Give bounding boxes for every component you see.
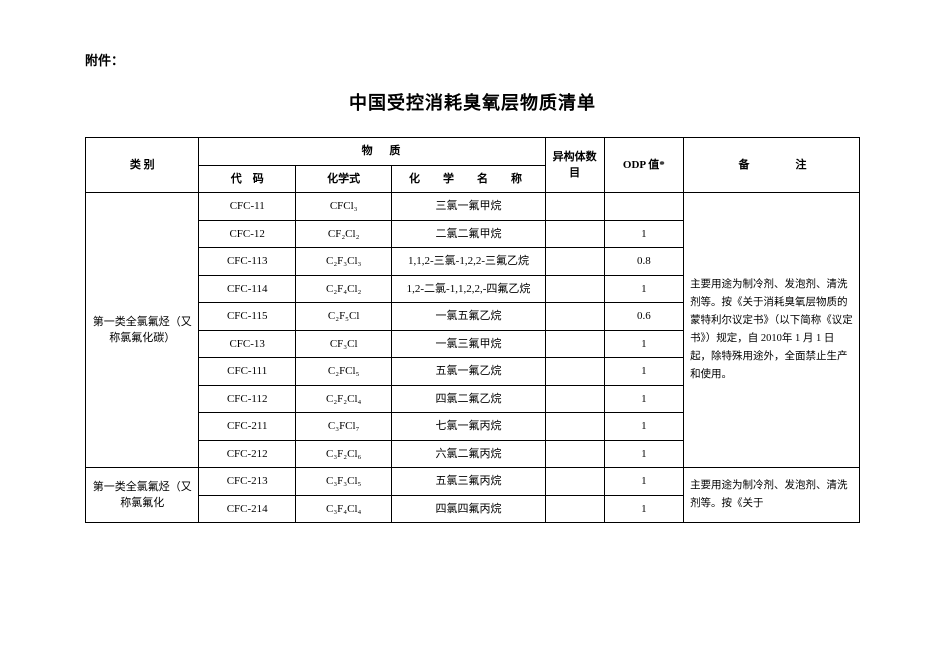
code-cell: CFC-113 <box>199 248 295 276</box>
isomer-cell <box>545 385 604 413</box>
chemname-cell: 1,1,2-三氯-1,2,2-三氟乙烷 <box>392 248 545 276</box>
code-cell: CFC-214 <box>199 495 295 523</box>
odp-cell: 1 <box>604 385 683 413</box>
formula-cell: C₂F₂Cl₄ <box>295 385 391 413</box>
odp-cell: 1 <box>604 440 683 468</box>
code-cell: CFC-12 <box>199 220 295 248</box>
odp-cell: 1 <box>604 220 683 248</box>
code-cell: CFC-213 <box>199 468 295 496</box>
code-cell: CFC-115 <box>199 303 295 331</box>
isomer-cell <box>545 220 604 248</box>
chemname-cell: 一氯五氟乙烷 <box>392 303 545 331</box>
header-isomer: 异构体数目 <box>545 138 604 193</box>
formula-cell: C₃FCl₇ <box>295 413 391 441</box>
chemname-cell: 六氯二氟丙烷 <box>392 440 545 468</box>
isomer-cell <box>545 248 604 276</box>
formula-cell: C₂FCl₅ <box>295 358 391 386</box>
header-chemname: 化 学 名 称 <box>392 165 545 193</box>
isomer-cell <box>545 193 604 221</box>
formula-cell: C₃F₃Cl₅ <box>295 468 391 496</box>
odp-cell: 1 <box>604 468 683 496</box>
chemname-cell: 1,2-二氯-1,1,2,2,-四氟乙烷 <box>392 275 545 303</box>
category-cell: 第一类全氯氟烃（又称氯氟化碳） <box>86 193 199 468</box>
odp-cell: 1 <box>604 275 683 303</box>
formula-cell: C₂F₅Cl <box>295 303 391 331</box>
chemname-cell: 七氯一氟丙烷 <box>392 413 545 441</box>
odp-cell: 1 <box>604 413 683 441</box>
formula-cell: CFCl₃ <box>295 193 391 221</box>
chemname-cell: 一氯三氟甲烷 <box>392 330 545 358</box>
header-substance: 物 质 <box>199 138 545 166</box>
code-cell: CFC-114 <box>199 275 295 303</box>
substance-table: 类 别 物 质 异构体数目 ODP 值* 备 注 代 码 化学式 化 学 名 称… <box>85 137 860 523</box>
isomer-cell <box>545 330 604 358</box>
chemname-cell: 四氯四氟丙烷 <box>392 495 545 523</box>
remark-cell: 主要用途为制冷剂、发泡剂、清洗剂等。按《关于 <box>684 468 860 523</box>
formula-cell: C₃F₂Cl₆ <box>295 440 391 468</box>
chemname-cell: 五氯一氟乙烷 <box>392 358 545 386</box>
category-cell: 第一类全氯氟烃（又称氯氟化 <box>86 468 199 523</box>
isomer-cell <box>545 303 604 331</box>
formula-cell: CF₃Cl <box>295 330 391 358</box>
code-cell: CFC-212 <box>199 440 295 468</box>
chemname-cell: 四氯二氟乙烷 <box>392 385 545 413</box>
formula-cell: C₃F₄Cl₄ <box>295 495 391 523</box>
odp-cell: 0.8 <box>604 248 683 276</box>
odp-cell: 1 <box>604 330 683 358</box>
code-cell: CFC-13 <box>199 330 295 358</box>
formula-cell: C₂F₄Cl₂ <box>295 275 391 303</box>
header-category: 类 别 <box>86 138 199 193</box>
header-row-1: 类 别 物 质 异构体数目 ODP 值* 备 注 <box>86 138 860 166</box>
table-row: 第一类全氯氟烃（又称氯氟化碳）CFC-11CFCl₃三氯一氟甲烷主要用途为制冷剂… <box>86 193 860 221</box>
chemname-cell: 三氯一氟甲烷 <box>392 193 545 221</box>
isomer-cell <box>545 468 604 496</box>
attachment-label: 附件： <box>85 50 860 69</box>
header-odp: ODP 值* <box>604 138 683 193</box>
isomer-cell <box>545 275 604 303</box>
code-cell: CFC-112 <box>199 385 295 413</box>
formula-cell: C₂F₃Cl₃ <box>295 248 391 276</box>
code-cell: CFC-111 <box>199 358 295 386</box>
code-cell: CFC-11 <box>199 193 295 221</box>
formula-cell: CF₂Cl₂ <box>295 220 391 248</box>
chemname-cell: 二氯二氟甲烷 <box>392 220 545 248</box>
header-code: 代 码 <box>199 165 295 193</box>
isomer-cell <box>545 495 604 523</box>
remark-cell: 主要用途为制冷剂、发泡剂、清洗剂等。按《关于消耗臭氧层物质的蒙特利尔议定书》（以… <box>684 193 860 468</box>
header-remark: 备 注 <box>684 138 860 193</box>
isomer-cell <box>545 440 604 468</box>
table-row: 第一类全氯氟烃（又称氯氟化CFC-213C₃F₃Cl₅五氯三氟丙烷1主要用途为制… <box>86 468 860 496</box>
odp-cell: 1 <box>604 495 683 523</box>
isomer-cell <box>545 413 604 441</box>
odp-cell: 0.6 <box>604 303 683 331</box>
header-substance-right: 质 <box>389 145 400 157</box>
header-formula: 化学式 <box>295 165 391 193</box>
isomer-cell <box>545 358 604 386</box>
odp-cell: 1 <box>604 358 683 386</box>
chemname-cell: 五氯三氟丙烷 <box>392 468 545 496</box>
table-body: 第一类全氯氟烃（又称氯氟化碳）CFC-11CFCl₃三氯一氟甲烷主要用途为制冷剂… <box>86 193 860 523</box>
page-title: 中国受控消耗臭氧层物质清单 <box>85 89 860 115</box>
header-substance-left: 物 <box>344 145 387 157</box>
code-cell: CFC-211 <box>199 413 295 441</box>
odp-cell <box>604 193 683 221</box>
